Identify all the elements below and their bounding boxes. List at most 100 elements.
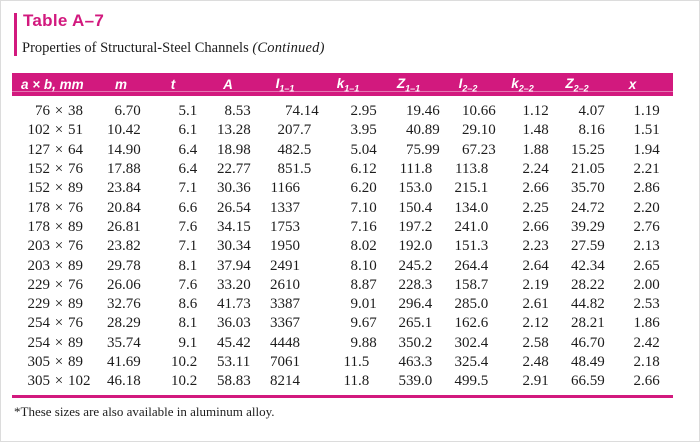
cell-value: 8.53 — [205, 102, 251, 121]
cell-value: 7.1 — [141, 179, 205, 198]
value-integer: 2 — [633, 354, 642, 370]
table-row: 229 × 76 26.06 7.6 33.20 2610 8.87 228.3 158.7 2.1… — [12, 276, 673, 295]
value-integer: 2 — [633, 296, 642, 313]
value-fraction: .91 — [530, 373, 549, 390]
value-fraction: .20 — [641, 199, 660, 216]
value-integer: 20 — [107, 199, 122, 216]
value-fraction: .3 — [421, 354, 433, 370]
cell-value: 8.1 — [141, 256, 205, 275]
value-fraction: .88 — [530, 141, 549, 158]
cell-value: 2.66 — [496, 218, 549, 237]
value-integer: 22 — [217, 161, 232, 178]
cell-value: 241.0 — [440, 218, 496, 237]
column-header-subscript: 1–1 — [279, 83, 295, 94]
value-integer: 162 — [454, 315, 478, 332]
value-fraction: .22 — [586, 276, 605, 293]
cell-value: 35.74 — [101, 334, 141, 353]
table-subtitle: Properties of Structural-Steel Channels … — [22, 39, 325, 57]
cell-value: 35.70 — [549, 179, 605, 198]
cell-value: 228.3 — [377, 276, 440, 295]
cell-size: 305 × 102 — [12, 372, 101, 391]
value-fraction: .7 — [477, 276, 489, 293]
cell-value: 2.65 — [605, 256, 673, 275]
footnote: *These sizes are also available in alumi… — [14, 404, 275, 419]
value-fraction: .19 — [530, 276, 549, 293]
cell-value: 302.4 — [440, 334, 496, 353]
cell-value: 21.05 — [549, 160, 605, 179]
value-fraction: .25 — [586, 141, 605, 158]
value-integer: 2 — [522, 276, 531, 293]
cell-value: 2.66 — [496, 179, 549, 198]
value-integer: 207 — [277, 122, 301, 139]
table-row: 152 × 89 23.84 7.1 30.36 1166 6.20 153.0 215.1 2.6… — [12, 179, 673, 198]
cell-value: 18.98 — [205, 141, 251, 160]
value-integer: 10 — [462, 103, 477, 120]
value-fraction — [300, 334, 319, 353]
value-fraction: .46 — [421, 103, 440, 120]
cell-value: 4448 — [251, 334, 319, 353]
cell-value: 2.20 — [605, 198, 673, 217]
value-integer: 28 — [107, 315, 122, 332]
table-row: 76 × 38 6.70 5.1 8.53 74.14 2.95 19.46 10.66 1.12 4… — [12, 102, 673, 121]
cell-value: 1166 — [251, 179, 319, 198]
cell-value: 463.3 — [377, 353, 440, 372]
cell-value: 1337 — [251, 198, 319, 217]
size-a: 305 — [27, 373, 51, 390]
table-row: 305 × 89 41.69 10.2 53.11 7061 11.5 463.3 325.4 2.… — [12, 353, 673, 372]
value-integer: 6 — [114, 103, 123, 120]
cell-value: 134.0 — [440, 198, 496, 217]
cell-value: 111.8 — [377, 160, 440, 179]
size-b: 51 — [68, 122, 83, 139]
cell-value: 2.21 — [605, 160, 673, 179]
value-fraction: .2 — [186, 354, 198, 370]
value-integer: 2 — [633, 334, 642, 351]
cell-value: 2.13 — [605, 237, 673, 256]
cell-value: 48.49 — [549, 353, 605, 372]
value-integer: 215 — [454, 180, 478, 197]
column-header-symbol: Z — [565, 75, 574, 91]
size-b: 76 — [68, 315, 83, 332]
value-integer: 36 — [217, 315, 232, 332]
size-a: 203 — [27, 257, 51, 274]
cell-value: 27.59 — [549, 237, 605, 256]
value-fraction: .5 — [300, 161, 312, 178]
cell-size: 178 × 76 — [12, 198, 101, 217]
column-header-subscript: 1–1 — [344, 83, 360, 94]
value-fraction: .65 — [641, 257, 660, 274]
value-fraction: .34 — [232, 238, 251, 255]
cell-size: 254 × 89 — [12, 334, 101, 353]
cell-value: 197.2 — [377, 218, 440, 237]
column-header-symbol: a × b, mm — [21, 77, 84, 92]
value-integer: 158 — [454, 276, 478, 293]
cell-value: 2.48 — [496, 353, 549, 372]
value-fraction: .95 — [358, 122, 377, 139]
cell-value: 1.86 — [605, 314, 673, 333]
value-integer: 10 — [171, 354, 186, 370]
cell-value: 46.18 — [101, 372, 141, 391]
value-integer: 2 — [633, 257, 642, 274]
cell-value: 20.84 — [101, 198, 141, 217]
cell-value: 10.2 — [141, 372, 205, 391]
cell-size: 229 × 89 — [12, 295, 101, 314]
cell-value: 75.99 — [377, 141, 440, 160]
value-integer: 17 — [107, 161, 122, 178]
value-integer: 5 — [350, 141, 359, 158]
cell-size: 127 × 64 — [12, 141, 101, 160]
value-integer: 8 — [178, 257, 187, 274]
value-integer: 1 — [633, 141, 642, 158]
value-fraction: .42 — [122, 122, 141, 139]
size-b: 76 — [68, 238, 83, 255]
column-header: A — [205, 73, 251, 96]
value-fraction: .78 — [122, 257, 141, 274]
value-fraction: .1 — [186, 257, 198, 274]
value-integer: 539 — [398, 373, 422, 390]
value-fraction: .74 — [122, 334, 141, 351]
times-symbol: × — [54, 238, 64, 255]
cell-value: 23.82 — [101, 237, 141, 256]
value-fraction: .1 — [186, 334, 198, 351]
value-fraction: .84 — [122, 180, 141, 197]
cell-value: 6.6 — [141, 198, 205, 217]
value-integer: 8 — [350, 257, 359, 274]
value-fraction — [300, 314, 319, 333]
value-integer: 23 — [107, 180, 122, 197]
